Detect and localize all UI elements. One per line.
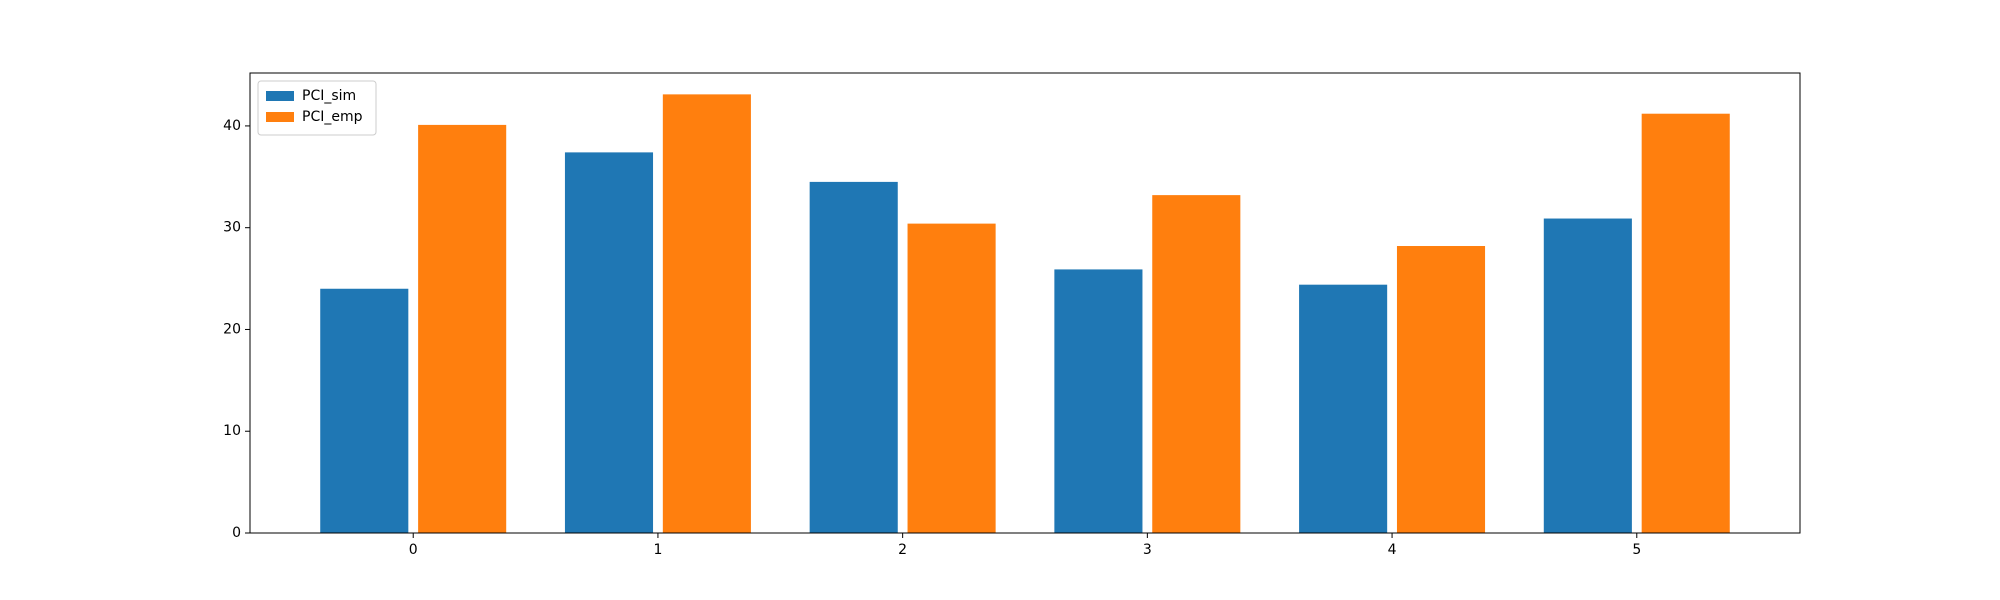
- x-tick-label: 4: [1388, 542, 1397, 558]
- plot-frame: [249, 72, 1801, 534]
- bar: [1396, 246, 1486, 533]
- legend-swatch: [266, 112, 294, 122]
- legend-swatch: [266, 91, 294, 101]
- bar: [418, 124, 507, 534]
- y-tick-label: 30: [223, 220, 241, 236]
- y-tick-label: 40: [223, 118, 241, 134]
- legend-label: PCI_sim: [302, 88, 356, 104]
- x-tick-label: 0: [409, 542, 418, 558]
- bar: [1543, 218, 1632, 533]
- bar: [907, 223, 996, 533]
- bar: [1641, 113, 1730, 534]
- x-tick-label: 5: [1632, 542, 1641, 558]
- x-tick-label: 3: [1143, 542, 1152, 558]
- bar: [320, 288, 409, 533]
- x-tick-label: 1: [653, 542, 662, 558]
- bar: [1299, 284, 1388, 533]
- y-tick-label: 20: [223, 321, 241, 337]
- bar: [564, 152, 654, 533]
- bar: [662, 94, 751, 534]
- bar: [1054, 269, 1143, 533]
- bar: [1152, 195, 1241, 533]
- y-tick-label: 10: [223, 423, 241, 439]
- y-tick-label: 0: [232, 525, 241, 541]
- legend-label: PCI_emp: [302, 109, 363, 125]
- x-tick-label: 2: [898, 542, 907, 558]
- bar: [809, 181, 898, 533]
